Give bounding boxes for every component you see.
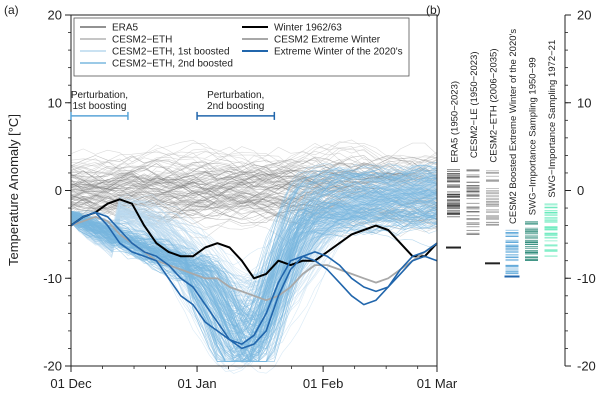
legend-label: Winter 1962/63 <box>274 23 342 34</box>
strip-label: SWG−Importance Sampling 1950−99 <box>528 57 539 215</box>
y-tick-label: 10 <box>48 95 62 110</box>
legend-label: ERA5 <box>112 23 139 34</box>
strip-label: SWG−Importance Sampling 1972−21 <box>547 40 558 198</box>
ensemble-member <box>70 145 438 185</box>
strip-label: CESM2−LE (1950−2023) <box>469 51 480 158</box>
y-tick-label: -10 <box>43 271 62 286</box>
legend-label: CESM2 Extreme Winter <box>274 35 381 46</box>
ensemble-spaghetti <box>70 139 438 374</box>
annotation-text: 2nd boosting <box>207 101 264 112</box>
ensemble-member <box>70 169 438 339</box>
legend-label: CESM2−ETH <box>112 35 172 46</box>
annotation-text: Perturbation, <box>71 90 128 101</box>
ensemble-member <box>70 198 438 336</box>
ensemble-member <box>70 173 438 214</box>
right-tick-label: -10 <box>577 271 596 286</box>
right-tick-label: -20 <box>577 359 596 374</box>
y-tick-label: -20 <box>43 359 62 374</box>
strip-label: CESM2−ETH (2006−2035) <box>489 49 500 163</box>
ensemble-member <box>70 210 438 350</box>
annotations: Perturbation,1st boostingPerturbation,2n… <box>70 90 276 120</box>
right-tick-label: 20 <box>577 8 591 23</box>
ensemble-member <box>70 179 438 346</box>
strip-column-0: ERA5 (1950−2023) <box>446 81 461 249</box>
strip-column-3: CESM2 Boosted Extreme Winter of the 2020… <box>504 29 520 278</box>
y-tick-label: 20 <box>48 8 62 23</box>
strip-column-1: CESM2−LE (1950−2023) <box>466 51 480 235</box>
ensemble-member <box>70 209 438 348</box>
x-tick-label: 01 Dec <box>50 376 92 391</box>
x-tick-label: 01 Feb <box>303 376 343 391</box>
ensemble-member <box>70 142 438 186</box>
right-tick-label: 0 <box>577 183 584 198</box>
series-line-2 <box>70 211 438 350</box>
ensemble-member <box>70 146 438 215</box>
ensemble-member <box>70 217 438 362</box>
ensemble-member <box>70 155 438 191</box>
ensemble-member <box>70 174 438 321</box>
right-tick-label: 10 <box>577 95 591 110</box>
ensemble-member <box>70 139 438 172</box>
strip-label: ERA5 (1950−2023) <box>450 81 461 163</box>
strip-column-2: CESM2−ETH (2006−2035) <box>485 49 500 265</box>
strip-label: CESM2 Boosted Extreme Winter of the 2020… <box>508 29 519 224</box>
x-tick-label: 01 Mar <box>417 376 458 391</box>
legend-box <box>73 17 410 77</box>
legend-label: CESM2−ETH, 2nd boosted <box>112 59 233 70</box>
ensemble-member <box>70 202 438 362</box>
panel-b-label: (b) <box>426 3 441 17</box>
ensemble-member <box>70 155 438 199</box>
strip-column-5: SWG−Importance Sampling 1972−21 <box>544 40 558 257</box>
strip-column-4: SWG−Importance Sampling 1950−99 <box>525 57 539 261</box>
ensemble-member <box>70 147 438 202</box>
series-line-3 <box>70 211 438 345</box>
ensemble-member <box>70 167 438 340</box>
ensemble-member <box>70 175 438 308</box>
ensemble-member <box>70 187 438 362</box>
annotation-text: Perturbation, <box>207 90 264 101</box>
ensemble-member <box>70 146 438 190</box>
annotation-text: 1st boosting <box>72 101 126 112</box>
ensemble-member <box>70 154 438 207</box>
axes-b: -20 -10 0 10 20 <box>564 8 596 374</box>
ensemble-member <box>70 174 438 362</box>
panel-b: (b) ERA5 (1950−2023) CESM2−LE (1950−2023)… <box>426 3 596 374</box>
series-line-0 <box>70 198 438 280</box>
y-tick-label: 0 <box>55 183 62 198</box>
ensemble-member <box>70 203 438 350</box>
highlight-series <box>70 198 438 350</box>
panel-a-label: (a) <box>4 3 19 17</box>
ensemble-member <box>70 141 438 175</box>
y-axis-label: Temperature Anomaly [°C] <box>6 114 21 266</box>
x-tick-label: 01 Jan <box>178 376 217 391</box>
legend-label: CESM2−ETH, 1st boosted <box>112 47 230 58</box>
ensemble-member <box>70 204 438 331</box>
strip-columns: ERA5 (1950−2023) CESM2−LE (1950−2023) CESM… <box>446 29 558 278</box>
axes-a: -20 -10 0 10 20 01 Dec 01 Jan 01 Feb 01 Mar <box>43 8 458 392</box>
legend-label: Extreme Winter of the 2020's <box>274 47 403 58</box>
